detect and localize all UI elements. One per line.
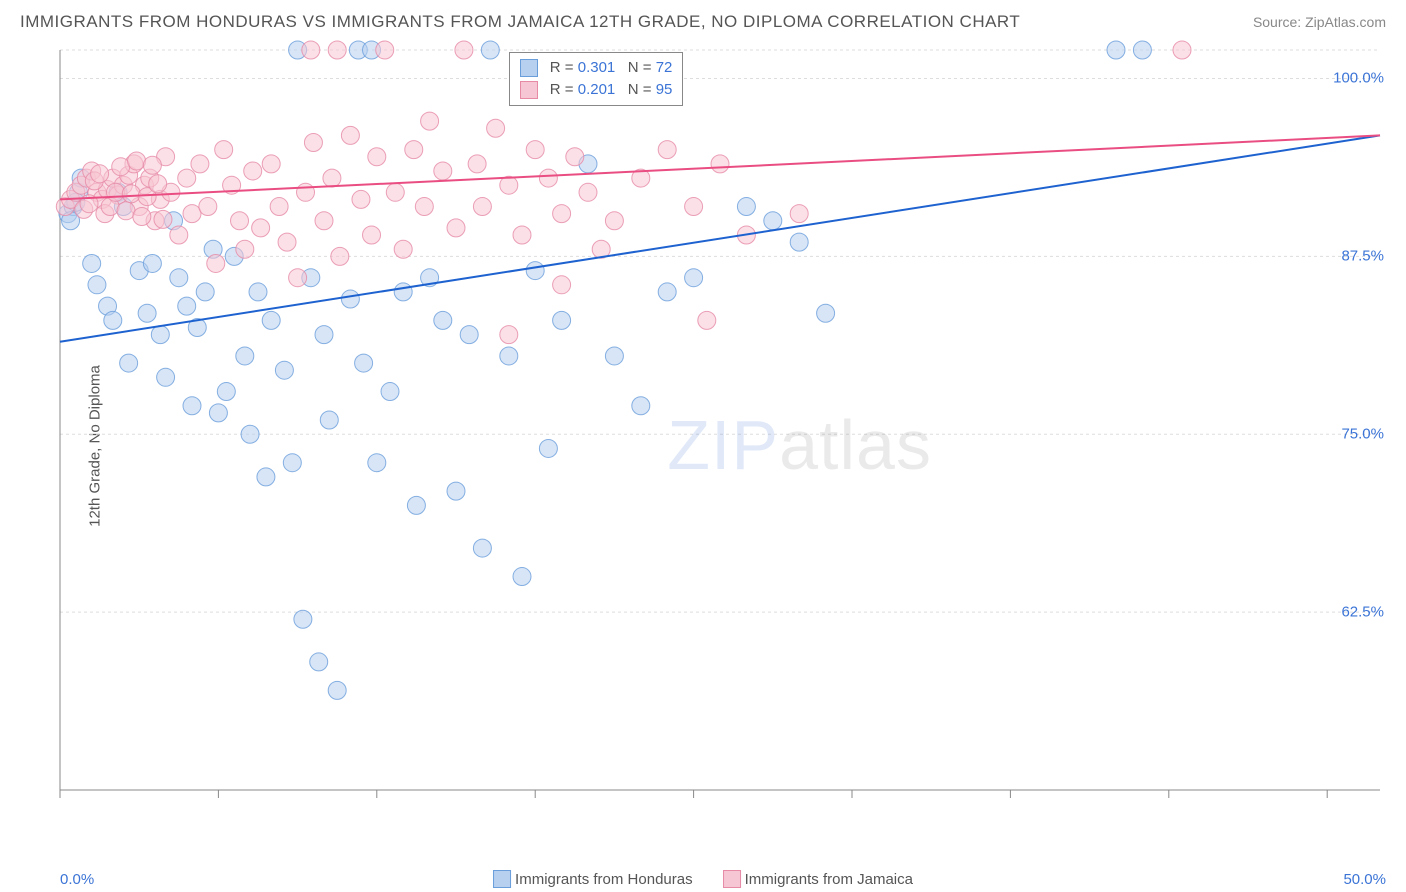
legend-swatch-2: [723, 870, 741, 888]
chart-svg: [60, 50, 1380, 830]
x-axis-min-label: 0.0%: [60, 871, 94, 888]
x-axis-max-label: 50.0%: [1343, 871, 1386, 888]
legend-bottom: Immigrants from Honduras Immigrants from…: [493, 870, 913, 888]
y-tick-label: 75.0%: [1341, 426, 1384, 443]
legend-series-1-label: Immigrants from Honduras: [515, 871, 693, 888]
y-tick-label: 62.5%: [1341, 604, 1384, 621]
y-tick-label: 100.0%: [1333, 70, 1384, 87]
legend-stats-box: R = 0.301 N = 72R = 0.201 N = 95: [509, 52, 684, 106]
y-tick-label: 87.5%: [1341, 248, 1384, 265]
legend-swatch-1: [493, 870, 511, 888]
source-label: Source: ZipAtlas.com: [1253, 14, 1386, 30]
legend-series-2-label: Immigrants from Jamaica: [745, 871, 913, 888]
plot-area: [60, 50, 1380, 830]
chart-title: IMMIGRANTS FROM HONDURAS VS IMMIGRANTS F…: [20, 12, 1020, 32]
